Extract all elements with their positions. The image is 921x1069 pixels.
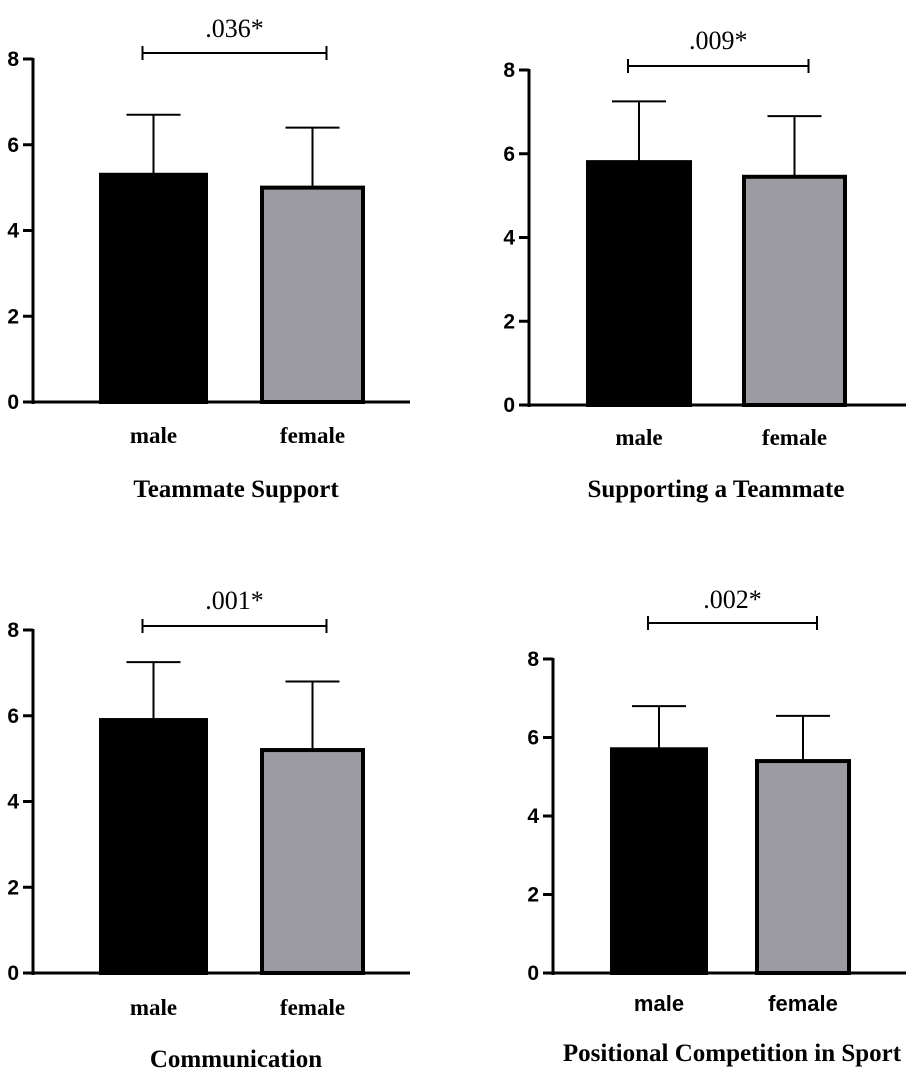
bar-female	[260, 185, 365, 404]
category-label-female: female	[280, 423, 345, 448]
bar-male	[586, 160, 692, 407]
chart-title: Teammate Support	[133, 476, 339, 503]
y-tick-label: 6	[7, 134, 19, 157]
bar-female	[755, 759, 851, 975]
p-value-label: .036*	[205, 14, 264, 43]
y-tick-label: 4	[503, 227, 515, 250]
chart-title: Positional Competition in Sport	[563, 1040, 902, 1067]
p-value-label: .002*	[703, 585, 762, 614]
y-tick-label: 4	[7, 791, 19, 814]
y-tick-label: 2	[7, 305, 19, 328]
p-value-label: .009*	[689, 26, 748, 55]
category-label-female: female	[280, 995, 345, 1020]
chart-panel-1: male female 0 2 4 6 8 .036* Teammate Support	[7, 14, 410, 503]
y-tick-label: 0	[527, 962, 539, 985]
y-tick-label: 4	[527, 805, 539, 828]
y-tick-label: 8	[7, 48, 19, 71]
bar-male	[99, 718, 208, 975]
y-tick-label: 6	[527, 727, 539, 750]
y-tick-label: 6	[7, 705, 19, 728]
bar-male	[99, 172, 208, 404]
chart-title: Supporting a Teammate	[588, 476, 845, 503]
y-tick-label: 8	[527, 648, 539, 671]
y-tick-label: 6	[503, 143, 515, 166]
y-tick-label: 2	[503, 310, 515, 333]
category-label-male: male	[130, 995, 177, 1020]
chart-panel-2: male female 0 2 4 6 8 .009* Supporting a Teammat…	[503, 26, 906, 503]
y-tick-label: 2	[527, 884, 539, 907]
y-tick-label: 0	[7, 391, 19, 414]
bar-female	[742, 174, 847, 407]
y-tick-label: 0	[503, 394, 515, 417]
category-label-male: male	[130, 423, 177, 448]
p-value-label: .001*	[205, 586, 264, 615]
category-label-female: female	[762, 425, 827, 450]
y-tick-label: 2	[7, 876, 19, 899]
bar-female	[260, 748, 365, 975]
y-tick-label: 4	[7, 220, 19, 243]
y-tick-label: 8	[503, 59, 515, 82]
chart-title: Communication	[150, 1046, 322, 1069]
category-label-male: male	[615, 425, 662, 450]
category-label-female: female	[768, 991, 838, 1016]
y-tick-label: 8	[7, 619, 19, 642]
bar-male	[610, 747, 708, 976]
y-tick-label: 0	[7, 962, 19, 985]
chart-panel-3: male female 0 2 4 6 8 .001* Communication	[7, 586, 410, 1069]
category-label-male: male	[634, 991, 684, 1016]
chart-panel-4: male female 0 2 4 6 8 .002* Positional Competiti…	[527, 585, 906, 1067]
